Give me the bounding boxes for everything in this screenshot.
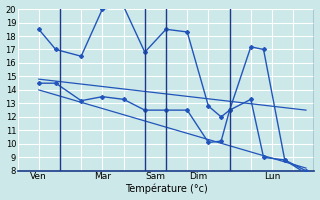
X-axis label: Température (°c): Température (°c) xyxy=(124,184,207,194)
